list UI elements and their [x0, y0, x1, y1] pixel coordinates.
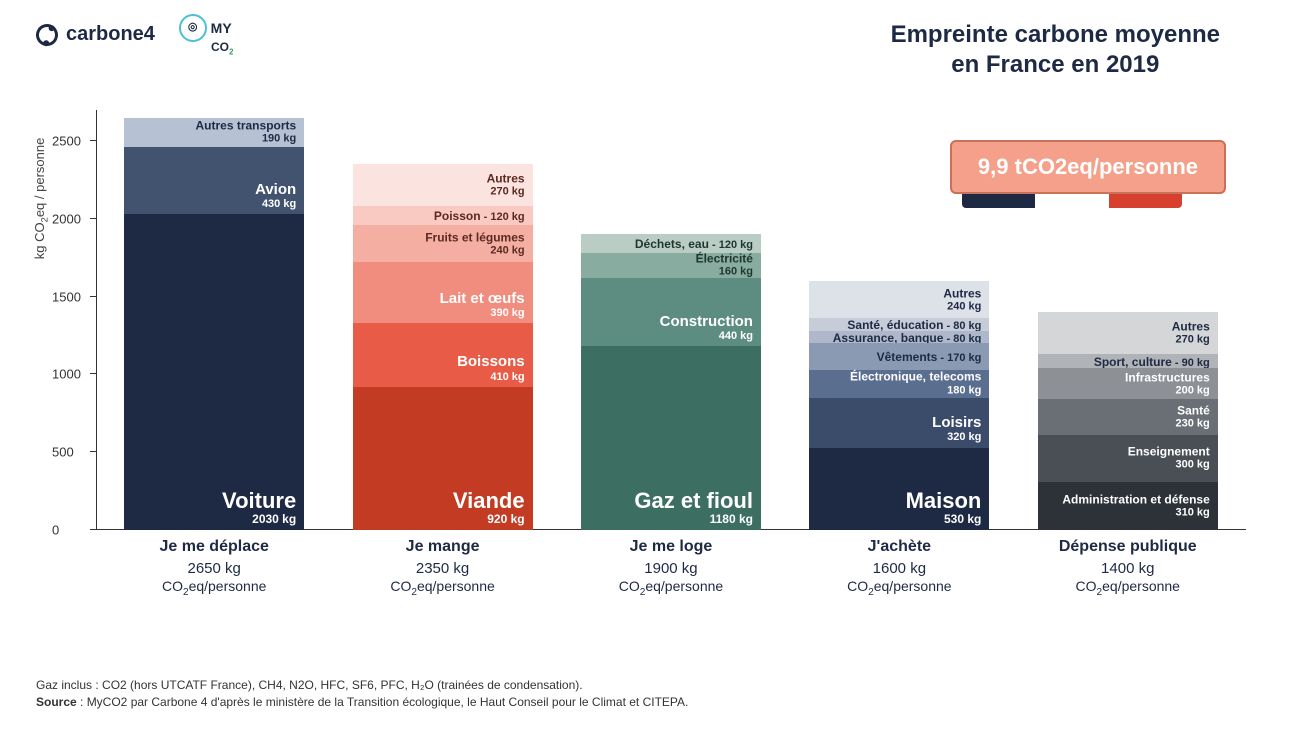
segment: Sport, culture90 kg: [1038, 354, 1218, 368]
x-label-loge: Je me loge1900 kgCO2eq/personne: [581, 530, 761, 590]
myco2-text-top: MY: [211, 22, 232, 35]
y-tick-label: 1000: [52, 367, 81, 382]
segment: Déchets, eau120 kg: [581, 234, 761, 253]
segment: Gaz et fioul1180 kg: [581, 346, 761, 530]
footnote-gas: Gaz inclus : CO2 (hors UTCATF France), C…: [36, 677, 688, 694]
segment: Maison530 kg: [809, 448, 989, 530]
segment: Construction440 kg: [581, 278, 761, 346]
plot-area: kg CO2eq / personne Autres transports190…: [96, 110, 1246, 530]
bar-mange: Autres270 kgPoisson120 kgFruits et légum…: [353, 164, 533, 530]
y-tick-label: 2500: [52, 134, 81, 149]
y-axis-label: kg CO2eq / personne: [32, 138, 50, 260]
title-line1: Empreinte carbone moyenne: [891, 20, 1220, 50]
bar-loge: Déchets, eau120 kgÉlectricité160 kgConst…: [581, 234, 761, 530]
segment: Autres transports190 kg: [124, 118, 304, 148]
x-label-achete: J'achète1600 kgCO2eq/personne: [809, 530, 989, 590]
stacked-bar-chart: kg CO2eq / personne Autres transports190…: [96, 110, 1246, 590]
segment: Avion430 kg: [124, 147, 304, 214]
carbone4-text: carbone4: [66, 23, 155, 46]
segment: Infrastructures200 kg: [1038, 368, 1218, 399]
footer-notes: Gaz inclus : CO2 (hors UTCATF France), C…: [36, 677, 688, 711]
segment: Santé230 kg: [1038, 399, 1218, 435]
segment: Viande920 kg: [353, 387, 533, 530]
segment: Voiture2030 kg: [124, 214, 304, 530]
segment: Loisirs320 kg: [809, 398, 989, 448]
segment: Électronique, telecoms180 kg: [809, 370, 989, 398]
myco2-icon: ◎: [179, 14, 207, 42]
segment: Autres270 kg: [1038, 312, 1218, 354]
y-tick-label: 1500: [52, 289, 81, 304]
segment: Assurance, banque80 kg: [809, 331, 989, 343]
footnote-source: Source : MyCO2 par Carbone 4 d'après le …: [36, 694, 688, 711]
carbone4-logo: carbone4: [36, 23, 155, 46]
bars-container: Autres transports190 kgAvion430 kgVoitur…: [96, 110, 1246, 530]
myco2-text-sub: CO2: [211, 42, 233, 56]
title-line2: en France en 2019: [891, 50, 1220, 80]
myco2-logo: ◎ MY CO2: [177, 14, 233, 56]
x-axis: Je me déplace2650 kgCO2eq/personne Je man…: [96, 530, 1246, 590]
segment: Lait et œufs390 kg: [353, 262, 533, 323]
y-tick-label: 500: [52, 445, 74, 460]
segment: Autres270 kg: [353, 164, 533, 206]
segment: Électricité160 kg: [581, 253, 761, 278]
segment: Boissons410 kg: [353, 323, 533, 387]
segment: Autres240 kg: [809, 281, 989, 318]
y-tick-label: 0: [52, 523, 59, 538]
y-tick-label: 2000: [52, 211, 81, 226]
segment: Enseignement300 kg: [1038, 435, 1218, 482]
bar-achete: Autres240 kgSanté, éducation80 kgAssuran…: [809, 281, 989, 530]
header-logos: carbone4 ◎ MY CO2: [36, 14, 233, 56]
chart-title: Empreinte carbone moyenne en France en 2…: [891, 20, 1220, 80]
segment: Administration et défense310 kg: [1038, 482, 1218, 530]
segment: Fruits et légumes240 kg: [353, 225, 533, 262]
x-label-mange: Je mange2350 kgCO2eq/personne: [353, 530, 533, 590]
segment: Poisson120 kg: [353, 206, 533, 225]
carbone4-icon: [33, 21, 61, 49]
segment: Vêtements170 kg: [809, 343, 989, 369]
bar-deplace: Autres transports190 kgAvion430 kgVoitur…: [124, 118, 304, 530]
x-label-deplace: Je me déplace2650 kgCO2eq/personne: [124, 530, 304, 590]
bar-publique: Autres270 kgSport, culture90 kgInfrastru…: [1038, 312, 1218, 530]
x-label-publique: Dépense publique1400 kgCO2eq/personne: [1038, 530, 1218, 590]
